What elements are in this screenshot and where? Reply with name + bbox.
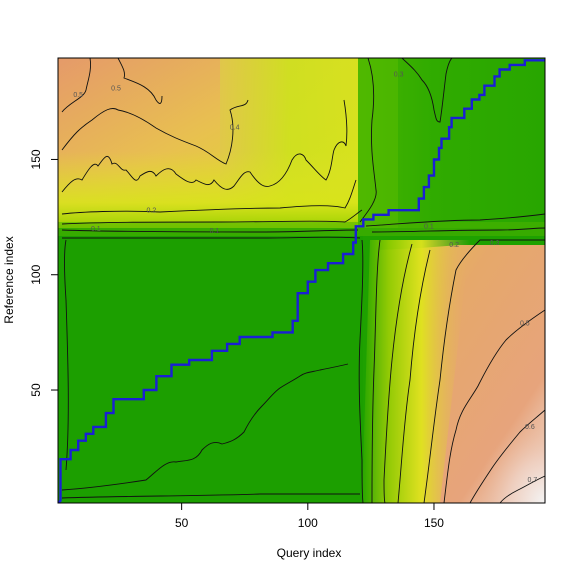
contour-line: [371, 239, 381, 503]
contour-line: [359, 58, 377, 223]
warping-path-line: [58, 59, 545, 503]
contour-line: [443, 309, 545, 503]
warping-path-layer: [58, 59, 545, 503]
contour-label: 0.3: [490, 240, 500, 247]
y-tick-label: 100: [29, 264, 43, 284]
heatmap-right-strip: [358, 58, 398, 228]
contour-label: 0.2: [146, 207, 156, 214]
contour-line: [371, 227, 545, 233]
x-axis-title: Query index: [277, 546, 342, 560]
contour-line: [61, 493, 360, 499]
contour-line: [423, 239, 545, 503]
contour-line: [61, 99, 249, 165]
contour-line: [397, 249, 431, 503]
contour-label: 0.6: [525, 424, 535, 431]
contour-line: [117, 58, 163, 104]
contour-label: 0.1: [91, 226, 101, 233]
x-tick-label: 100: [298, 516, 318, 530]
contour-line: [61, 363, 349, 491]
contour-line: [61, 229, 359, 233]
contour-line: [365, 213, 545, 227]
heatmap-top-transition: [58, 58, 358, 228]
y-tick-label: 50: [29, 383, 43, 397]
y-tick-label: 150: [29, 149, 43, 169]
contour-labels: 0.5 0.5 0.4 0.3 0.2 0.1 0.1 0.1 0.2 0.3 0.5 0.6 0.7: [73, 71, 537, 484]
heatmap-corner-max: [400, 330, 545, 503]
contour-line: [61, 99, 348, 193]
contour-line: [61, 58, 91, 113]
contour-line: [499, 475, 545, 503]
contour-label: 0.2: [449, 242, 459, 249]
heatmap-field: [58, 58, 545, 503]
y-axis: 50 100 150: [29, 149, 59, 397]
contour-label: 0.3: [394, 71, 404, 78]
contour-label: 0.5: [520, 320, 530, 327]
x-tick-label: 150: [424, 516, 444, 530]
contour-line: [61, 179, 357, 215]
contour-line: [64, 239, 69, 471]
contour-lines: [61, 58, 545, 503]
x-tick-label: 50: [175, 516, 189, 530]
x-axis: 50 100 150: [175, 502, 444, 530]
contour-label: 0.5: [73, 92, 83, 99]
contour-line: [358, 239, 364, 503]
contour-label: 0.1: [424, 224, 434, 231]
contour-line: [401, 58, 453, 123]
contour-label: 0.5: [111, 85, 121, 92]
contour-line: [61, 209, 363, 225]
contour-label: 0.1: [210, 228, 220, 235]
contour-label: 0.4: [230, 124, 240, 131]
heatmap-mid-band: [58, 222, 545, 236]
contour-line: [469, 409, 545, 503]
contour-line: [61, 236, 361, 239]
heatmap-lower-green: [58, 235, 363, 503]
contour-label: 0.7: [528, 477, 538, 484]
contour-line: [383, 243, 413, 503]
y-axis-title: Reference index: [2, 236, 16, 323]
